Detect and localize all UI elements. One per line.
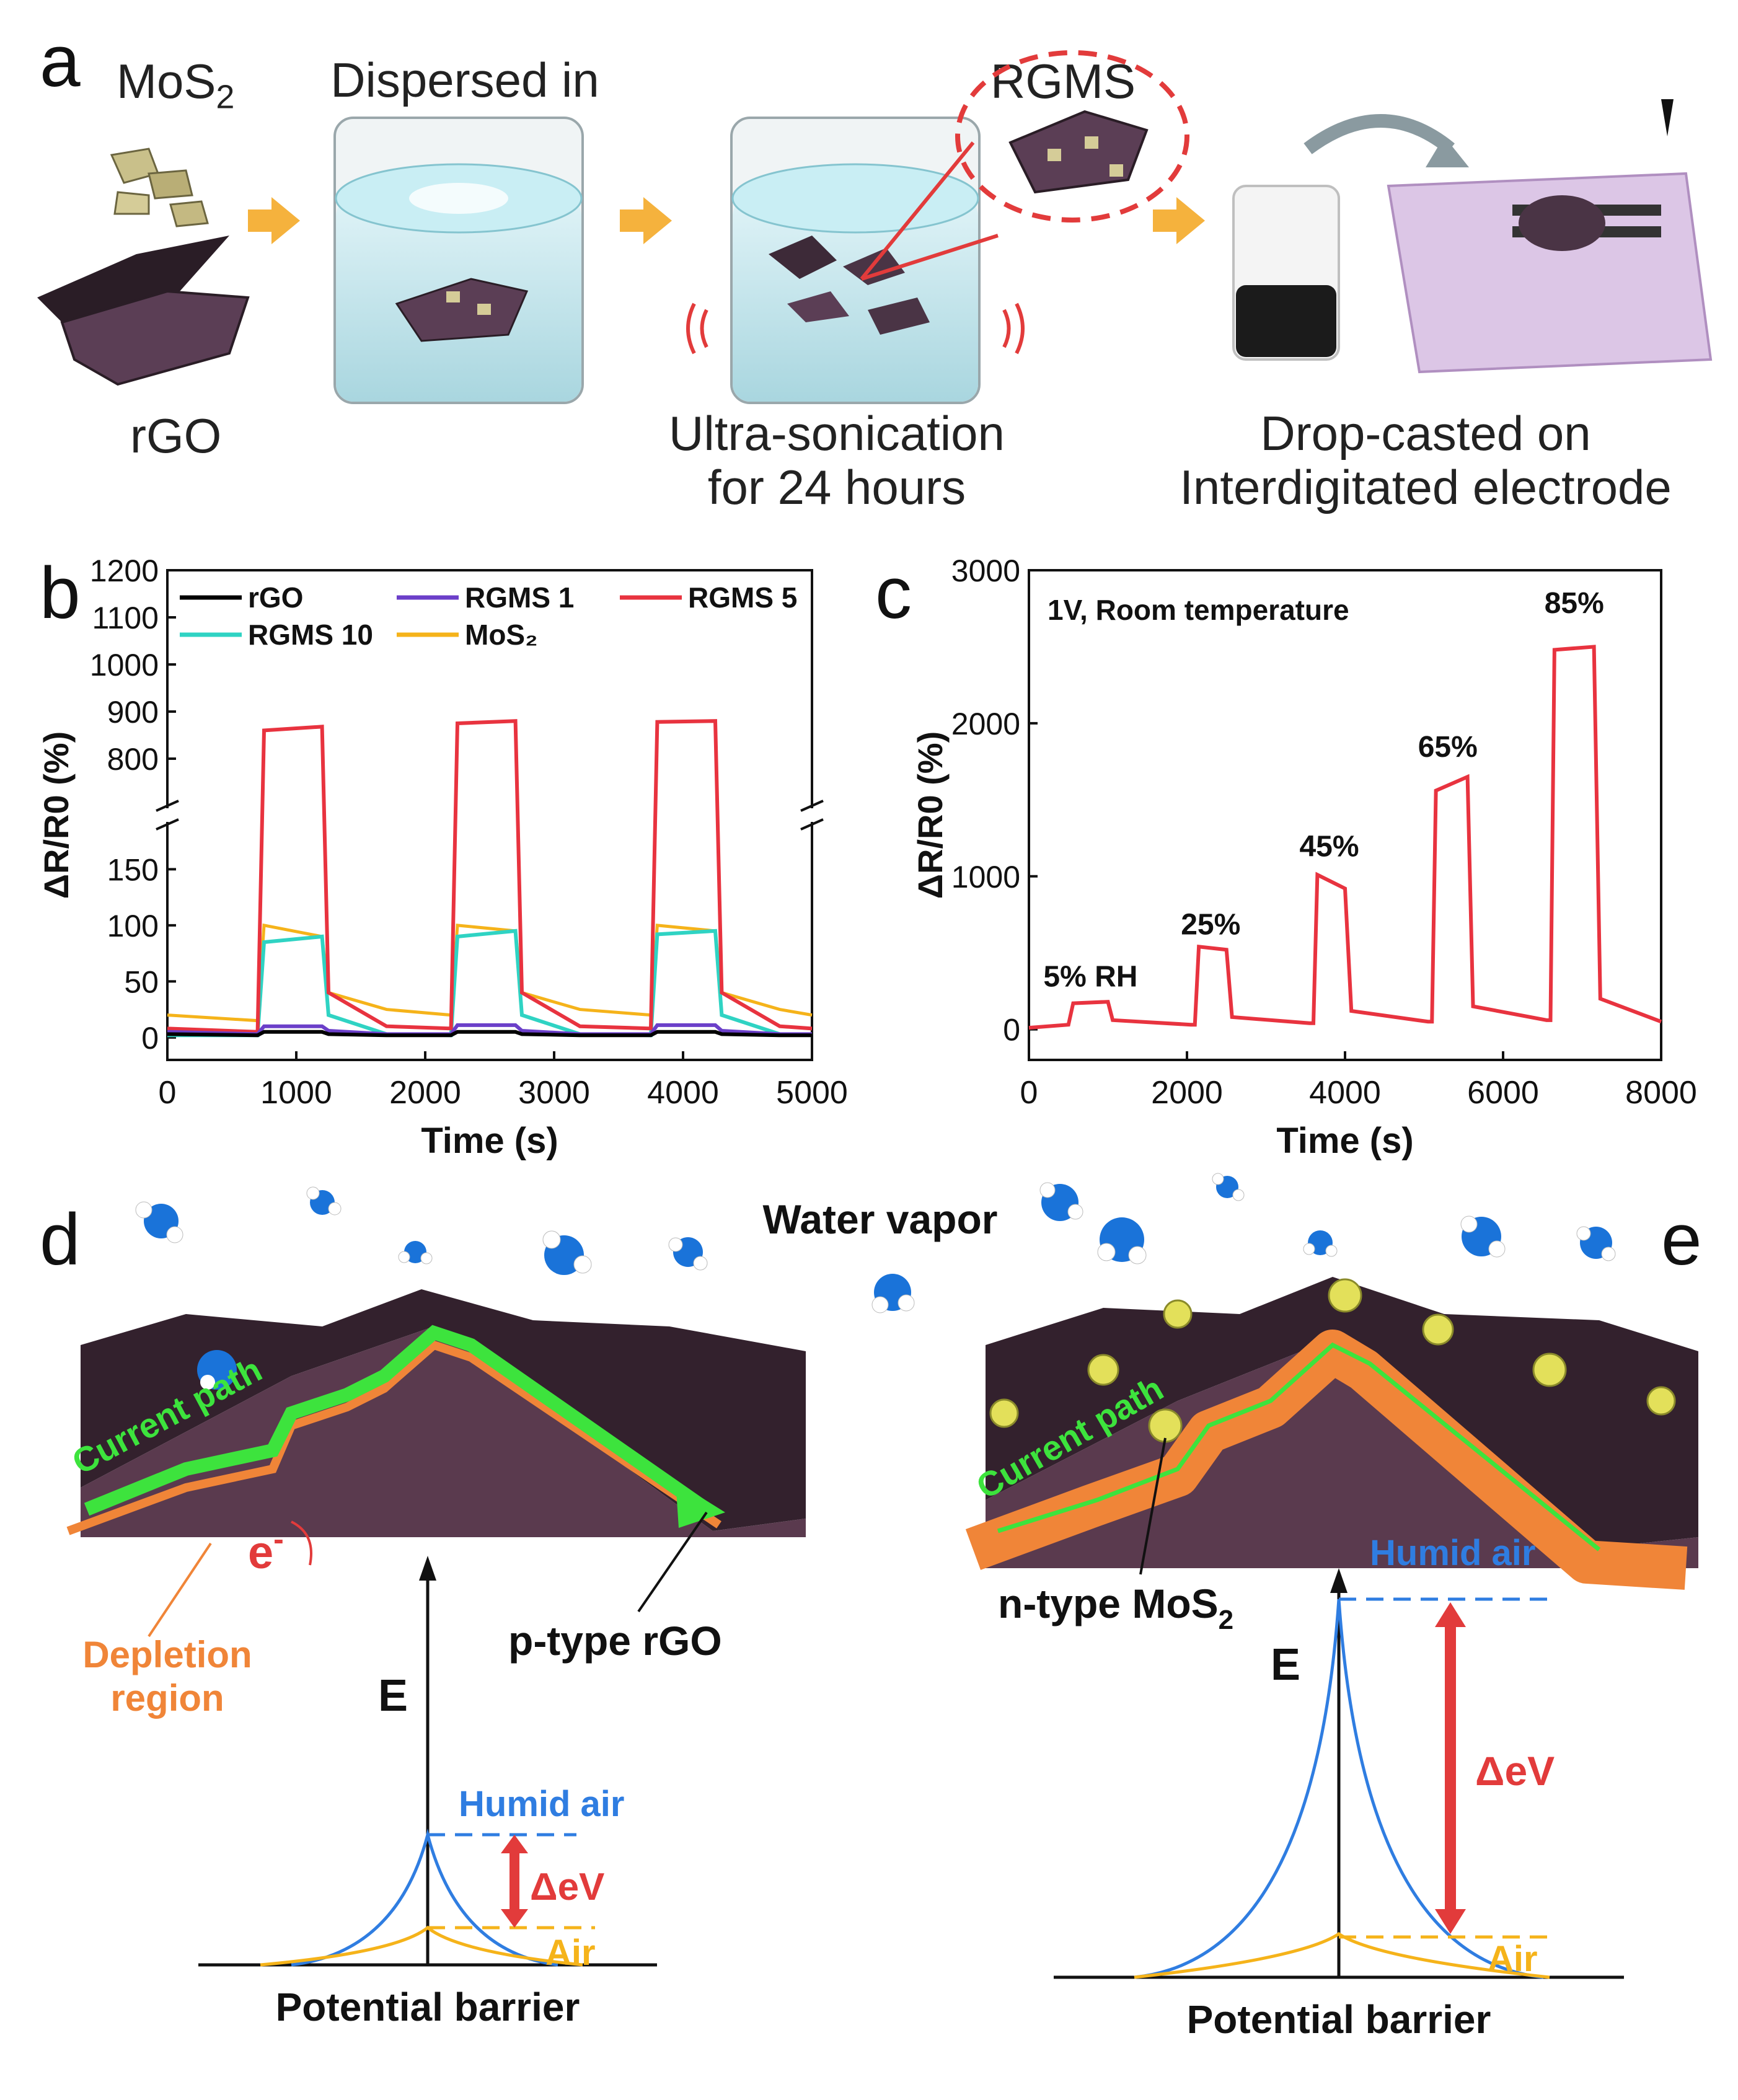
x-axis-label-b: Time (s): [421, 1121, 558, 1161]
air-label-d: Air: [545, 1933, 596, 1973]
beaker-dispersed-icon: [322, 105, 595, 415]
electron-label: e-: [248, 1522, 284, 1578]
x-tick-label-b: 2000: [389, 1075, 461, 1111]
rh-step-label: 85%: [1545, 587, 1604, 620]
panel-de: Water vapor d e Current path e- p-type r…: [0, 1165, 1738, 2100]
rgo-sheets-icon: [37, 236, 248, 384]
x-tick-label-b: 1000: [260, 1075, 332, 1111]
y-tick-label-c: 0: [1003, 1013, 1020, 1048]
rgo-label: rGO: [130, 409, 221, 463]
water-molecule-icon: [307, 1187, 341, 1215]
water-vapor-label: Water vapor: [763, 1196, 998, 1242]
water-molecule-icon: [1098, 1217, 1146, 1264]
x-tick-label-c: 4000: [1309, 1075, 1381, 1111]
chart-b: 0 1000 2000 3000 4000 5000 800 900 1000 1100 1200 0…: [0, 545, 868, 1178]
rh-step-label: 5% RH: [1043, 961, 1137, 994]
y-tick-label-upper-b: 1200: [90, 554, 159, 588]
water-molecule-icon: [872, 1274, 914, 1313]
delta-ev-label-d: ΔeV: [530, 1866, 604, 1908]
series-line-rgo: [167, 1032, 812, 1035]
legend-label-b: RGMS 1: [465, 581, 574, 614]
y-tick-label-lower-b: 0: [141, 1021, 159, 1056]
rh-step-label: 65%: [1418, 731, 1478, 764]
drop-casted-caption: Drop-casted on Interdigitated electrode: [1122, 407, 1729, 515]
y-tick-label-lower-b: 50: [124, 964, 159, 999]
y-tick-label-lower-b: 150: [107, 852, 159, 887]
legend-label-b: MoS₂: [465, 619, 538, 651]
series-line-rgms-5: [167, 721, 812, 1032]
water-molecule-icon: [1040, 1183, 1083, 1221]
potential-barrier-label-e: Potential barrier: [1187, 1997, 1491, 2042]
legend-label-b: rGO: [248, 581, 303, 614]
y-tick-label-upper-b: 1000: [90, 648, 159, 682]
panel-a-label: a: [40, 25, 81, 98]
series-line-rgms-10: [167, 931, 812, 1035]
mos2-crystals-icon: [112, 149, 208, 226]
rgms-zoom-icon: [824, 31, 1209, 291]
y-tick-label-c: 2000: [951, 707, 1020, 741]
humid-air-label-d: Humid air: [459, 1784, 625, 1824]
x-tick-label-b: 4000: [647, 1075, 719, 1111]
mos2-rgo-illustration: [25, 136, 285, 397]
sonication-caption: Ultra-sonication for 24 hours: [620, 407, 1054, 515]
x-tick-label-b: 5000: [776, 1075, 848, 1111]
energy-axis-label-e: E: [1271, 1640, 1300, 1690]
y-tick-label-upper-b: 1100: [92, 601, 159, 635]
rh-step-label: 45%: [1299, 831, 1359, 863]
delta-ev-label-e: ΔeV: [1475, 1748, 1555, 1794]
water-molecule-icon: [136, 1202, 183, 1243]
x-tick-label-c: 8000: [1625, 1075, 1697, 1111]
water-molecules: [136, 1173, 1615, 1313]
water-molecule-icon: [1304, 1230, 1337, 1256]
x-axis-label-c: Time (s): [1276, 1121, 1413, 1161]
y-tick-label-upper-b: 900: [107, 695, 159, 730]
legend-label-b: RGMS 5: [688, 581, 797, 614]
water-molecule-icon: [1461, 1216, 1505, 1257]
chart-c: 0 2000 4000 6000 8000 0 1000 2000 3000 Time (s) ΔR…: [868, 545, 1738, 1178]
air-label-e: Air: [1488, 1939, 1538, 1979]
panel-d-label: d: [40, 1199, 81, 1281]
x-tick-label-b: 3000: [518, 1075, 590, 1111]
ptype-label: p-type rGO: [508, 1618, 722, 1664]
humid-air-label-e: Humid air: [1370, 1533, 1536, 1573]
energy-axis-label-d: E: [378, 1671, 408, 1721]
depletion-label: Depletion region: [82, 1634, 252, 1719]
water-molecule-icon: [669, 1237, 707, 1270]
y-tick-label-upper-b: 800: [107, 742, 159, 777]
x-tick-label-b: 0: [159, 1075, 177, 1111]
y-tick-label-c: 3000: [951, 554, 1020, 588]
x-tick-label-c: 6000: [1467, 1075, 1539, 1111]
panel-e-label: e: [1661, 1199, 1702, 1281]
y-tick-label-c: 1000: [951, 860, 1020, 894]
x-tick-label-c: 2000: [1151, 1075, 1223, 1111]
axis-break-left: [161, 808, 174, 822]
water-molecule-icon: [1577, 1227, 1615, 1261]
potential-barrier-label-d: Potential barrier: [276, 1985, 580, 2029]
rh-step-label: 25%: [1181, 909, 1240, 942]
y-axis-label-b: ΔR/R0 (%): [37, 731, 76, 899]
y-axis-label-c: ΔR/R0 (%): [911, 731, 950, 899]
mos2-title: MoS2: [117, 55, 234, 116]
ntype-label: n-type MoS2: [998, 1581, 1233, 1635]
condition-annotation-c: 1V, Room temperature: [1048, 594, 1349, 626]
water-molecule-icon: [1212, 1173, 1244, 1201]
axis-break-right: [806, 808, 818, 822]
water-molecule-icon: [543, 1231, 591, 1275]
y-tick-label-lower-b: 100: [107, 909, 159, 943]
water-molecule-icon: [399, 1241, 432, 1264]
panel-a: a MoS2 Dispersed in DI water RGMS rGO: [0, 0, 1738, 545]
vial-electrode-icon: [1215, 99, 1736, 384]
legend-label-b: RGMS 10: [248, 619, 373, 651]
x-tick-label-c: 0: [1020, 1075, 1038, 1111]
depletion-pointer: [149, 1543, 211, 1636]
